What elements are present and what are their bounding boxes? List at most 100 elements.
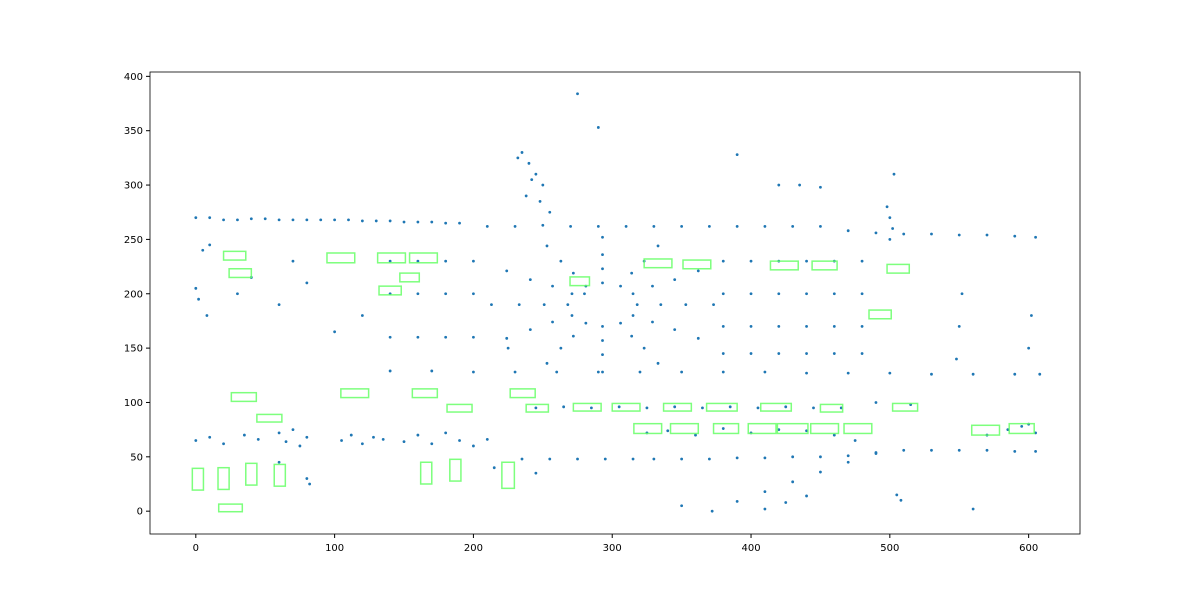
point bbox=[805, 371, 808, 375]
point bbox=[819, 185, 822, 189]
bounding-box bbox=[633, 422, 663, 435]
point bbox=[505, 336, 509, 340]
point bbox=[805, 292, 808, 296]
point bbox=[791, 224, 795, 228]
point bbox=[601, 339, 604, 342]
point bbox=[492, 466, 496, 470]
x-tick-label: 400 bbox=[741, 543, 760, 554]
point bbox=[721, 427, 725, 430]
bounding-box bbox=[759, 402, 793, 412]
point bbox=[784, 405, 788, 409]
point bbox=[569, 224, 572, 228]
point bbox=[388, 219, 392, 223]
bounding-box bbox=[682, 259, 712, 270]
point bbox=[902, 232, 906, 236]
point bbox=[1013, 234, 1017, 238]
point bbox=[590, 406, 593, 410]
point bbox=[651, 320, 654, 324]
point bbox=[777, 183, 781, 187]
bounding-box bbox=[256, 413, 283, 423]
point bbox=[545, 244, 549, 248]
point bbox=[347, 218, 350, 222]
bounding-box bbox=[191, 467, 205, 491]
point bbox=[416, 335, 420, 339]
point bbox=[749, 292, 753, 296]
point bbox=[707, 224, 711, 228]
point bbox=[763, 456, 767, 460]
point bbox=[372, 435, 375, 439]
point bbox=[517, 303, 521, 307]
y-tick-label: 0 bbox=[137, 507, 143, 518]
point bbox=[721, 324, 725, 328]
x-tick-label: 500 bbox=[880, 543, 899, 554]
point bbox=[571, 271, 575, 275]
point bbox=[444, 292, 448, 296]
point bbox=[291, 218, 295, 222]
point bbox=[485, 438, 489, 441]
point bbox=[1038, 372, 1042, 376]
point bbox=[534, 406, 538, 410]
bounding-box bbox=[340, 388, 370, 399]
point bbox=[712, 303, 715, 307]
point bbox=[538, 199, 542, 203]
point bbox=[222, 218, 225, 222]
point bbox=[630, 334, 634, 338]
point bbox=[1030, 314, 1033, 317]
point bbox=[819, 224, 822, 228]
bounding-box bbox=[611, 402, 641, 412]
point bbox=[516, 156, 520, 160]
point bbox=[458, 439, 461, 442]
bounding-box bbox=[326, 252, 356, 264]
point bbox=[562, 405, 566, 409]
point bbox=[601, 370, 604, 374]
point bbox=[819, 455, 822, 459]
point bbox=[472, 370, 475, 374]
point bbox=[631, 292, 635, 296]
point bbox=[534, 172, 538, 176]
point bbox=[846, 229, 850, 233]
point bbox=[651, 284, 654, 288]
bounding-box bbox=[843, 422, 873, 435]
y-tick-label: 200 bbox=[124, 289, 143, 300]
point bbox=[542, 303, 546, 307]
point bbox=[236, 218, 239, 222]
point bbox=[305, 281, 309, 285]
point bbox=[957, 324, 961, 328]
point bbox=[846, 371, 850, 375]
point bbox=[930, 232, 933, 236]
point bbox=[201, 248, 205, 252]
point bbox=[805, 352, 808, 355]
point bbox=[520, 151, 524, 154]
point bbox=[721, 292, 725, 296]
point bbox=[888, 216, 892, 220]
x-tick-label: 300 bbox=[603, 543, 622, 554]
point bbox=[430, 220, 434, 224]
x-tick-label: 100 bbox=[325, 543, 344, 554]
point bbox=[256, 438, 260, 441]
point bbox=[701, 406, 704, 410]
point bbox=[728, 405, 732, 409]
point bbox=[895, 493, 899, 497]
point bbox=[541, 223, 545, 227]
point bbox=[985, 233, 989, 237]
point bbox=[784, 501, 788, 504]
point bbox=[416, 433, 420, 437]
bounding-box bbox=[228, 268, 253, 279]
point bbox=[666, 429, 670, 433]
point bbox=[555, 370, 559, 374]
point bbox=[860, 259, 864, 263]
point bbox=[340, 439, 343, 442]
point bbox=[242, 433, 246, 437]
point bbox=[528, 278, 532, 282]
point bbox=[548, 210, 552, 214]
point bbox=[805, 324, 808, 328]
point bbox=[624, 224, 628, 228]
point bbox=[208, 216, 212, 220]
point bbox=[416, 292, 420, 296]
point bbox=[388, 259, 392, 263]
plot-frame bbox=[149, 71, 1081, 535]
point bbox=[308, 482, 312, 486]
bounding-box bbox=[222, 250, 247, 261]
point bbox=[601, 281, 604, 285]
point bbox=[860, 292, 864, 296]
